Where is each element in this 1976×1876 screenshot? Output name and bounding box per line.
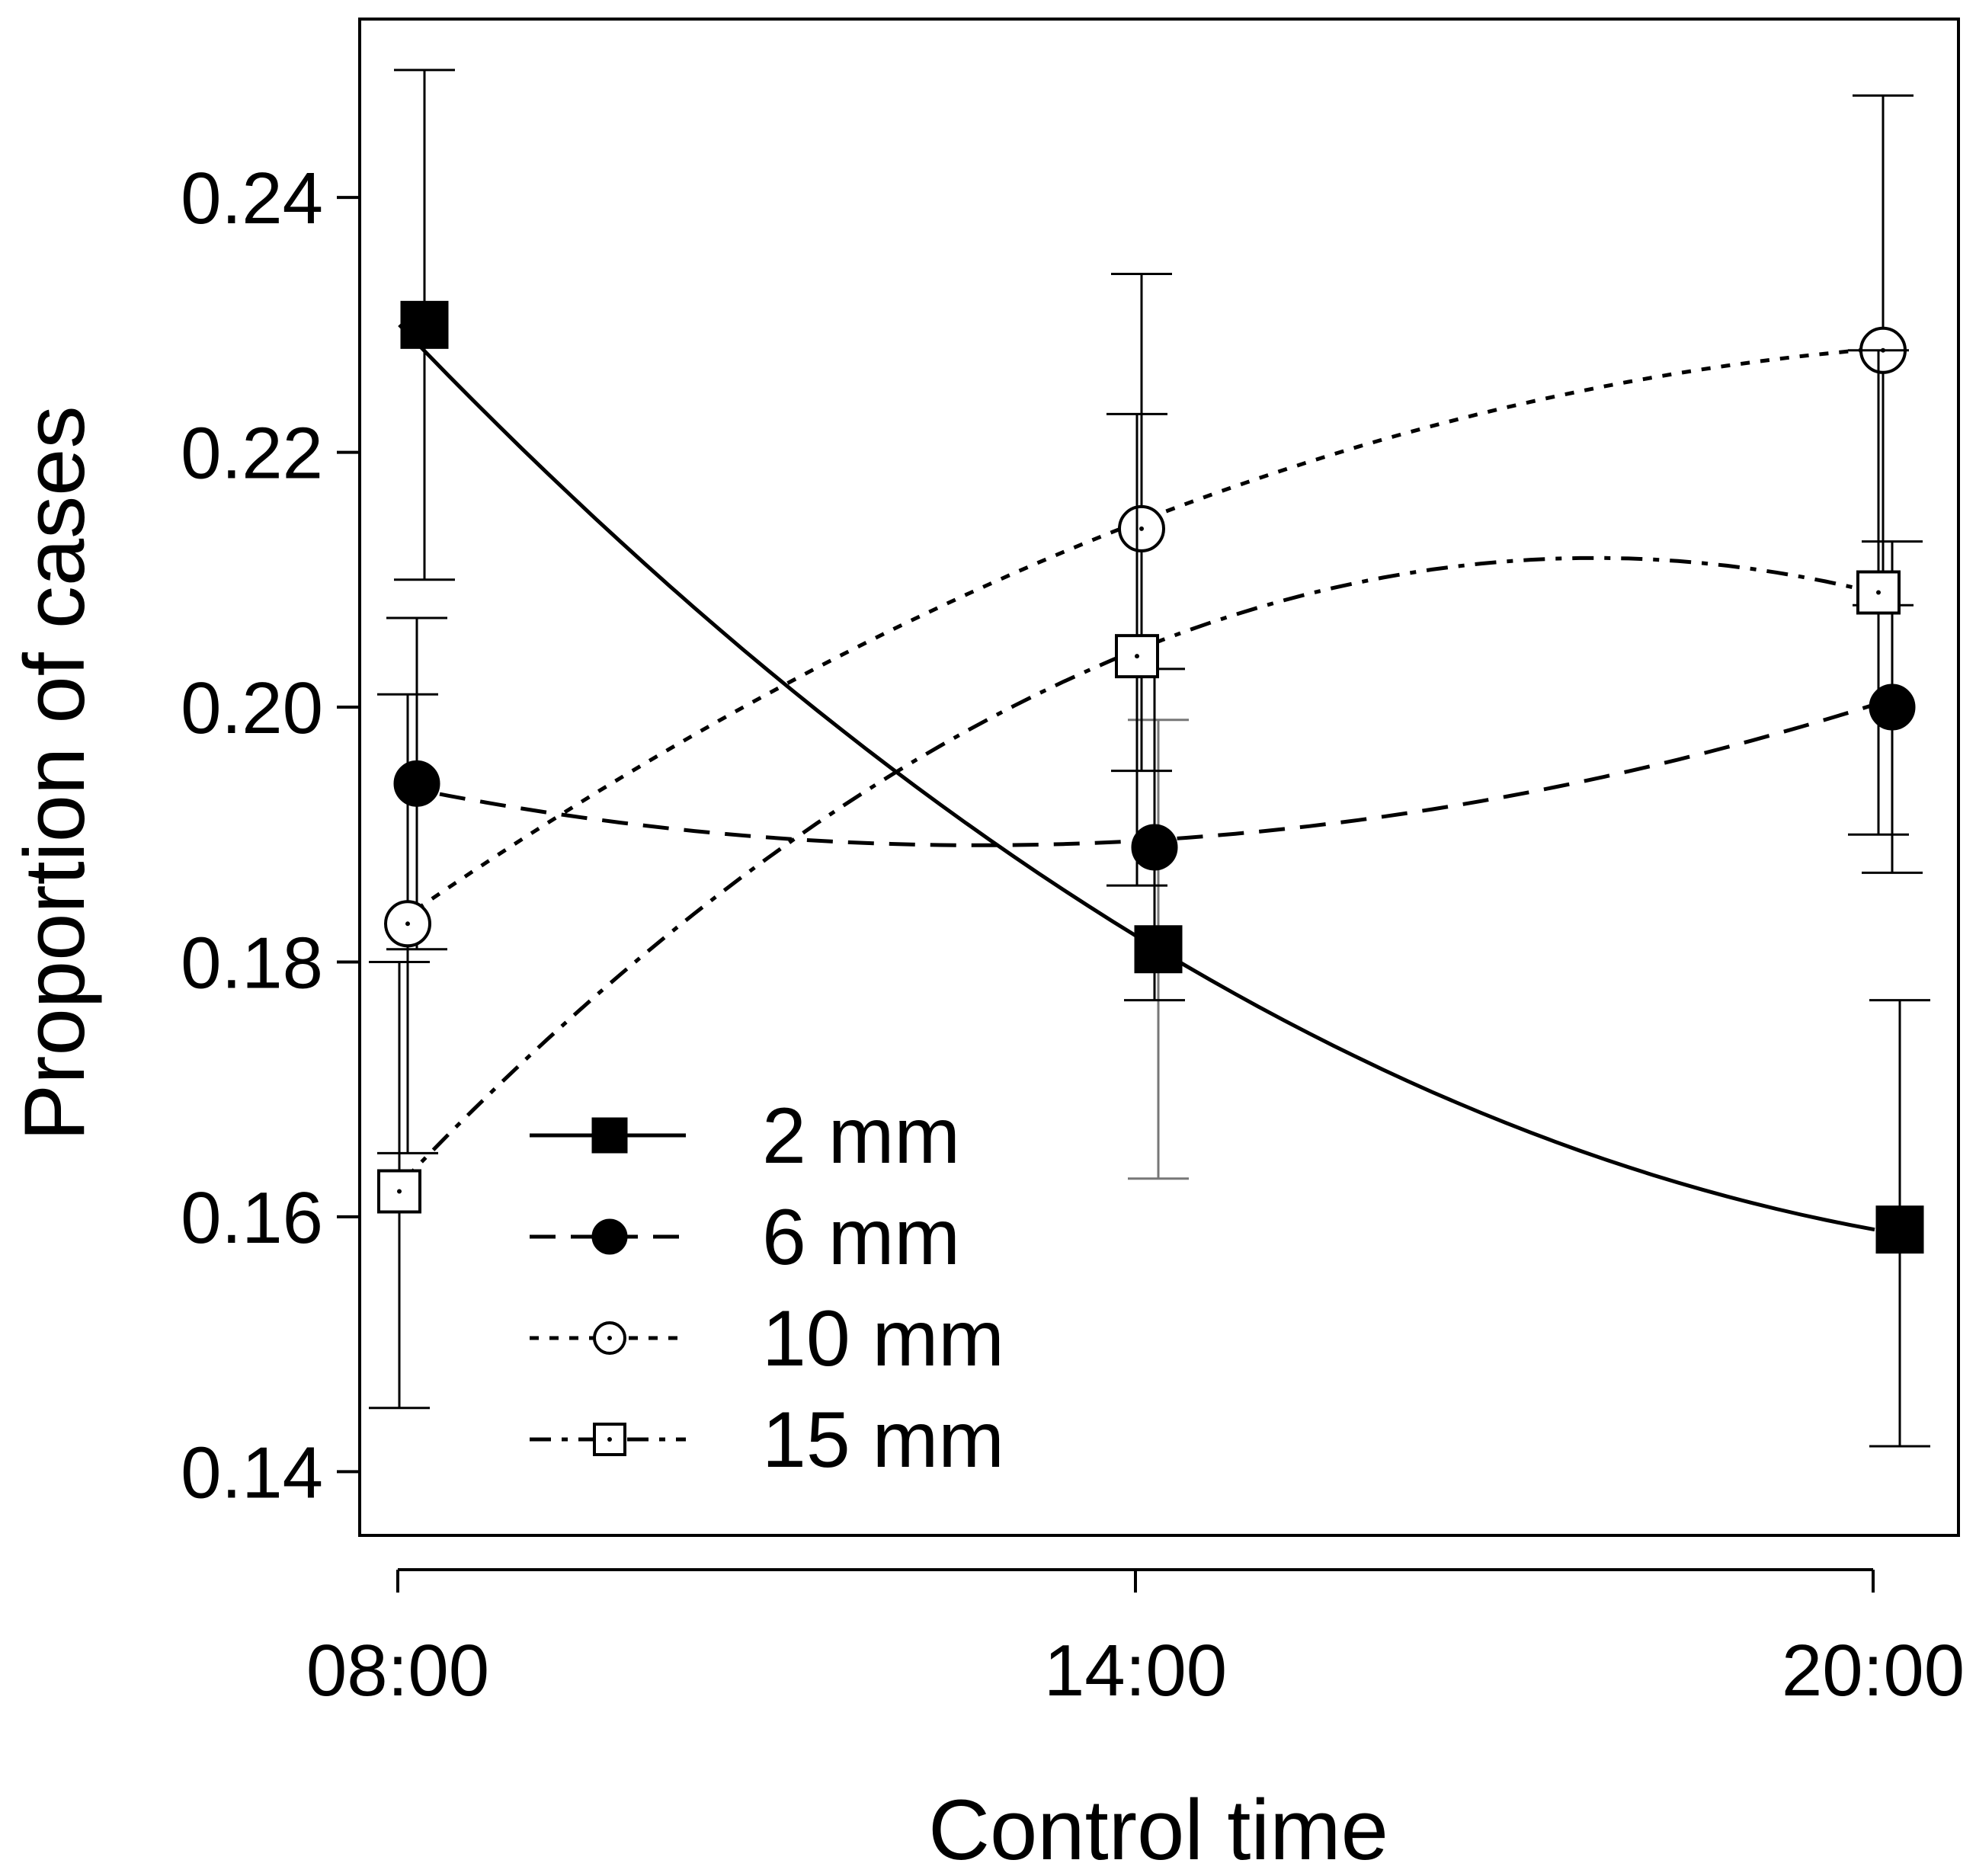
- y-tick-label: 0.24: [181, 158, 323, 239]
- data-point-center: [1135, 654, 1139, 659]
- legend-label: 15 mm: [762, 1396, 1004, 1484]
- plot-frame: [358, 18, 1960, 1537]
- series-line: [398, 555, 1875, 1186]
- legend-label: 6 mm: [762, 1193, 960, 1282]
- x-tick-label: 14:00: [1044, 1630, 1227, 1711]
- legend-marker-center: [607, 1336, 612, 1340]
- data-point: [1134, 925, 1183, 974]
- y-tick-label: 0.16: [181, 1177, 323, 1259]
- series-15-mm: [369, 349, 1909, 1410]
- y-axis-title: Proportion of cases: [7, 406, 102, 1141]
- y-tick-label: 0.18: [181, 922, 323, 1004]
- x-tick-label: 20:00: [1782, 1630, 1965, 1711]
- data-point-center: [1139, 526, 1144, 531]
- x-tick-label: 08:00: [306, 1630, 489, 1711]
- legend-marker: [591, 1117, 628, 1154]
- data-point-center: [1876, 590, 1881, 595]
- y-axis: 0.14 0.16 0.18 0.20 0.22 0.24: [181, 158, 360, 1513]
- legend-label: 2 mm: [762, 1092, 960, 1180]
- data-point: [1131, 824, 1178, 871]
- y-tick-label: 0.20: [181, 667, 323, 749]
- x-axis-title: Control time: [928, 1782, 1388, 1876]
- data-point: [377, 1169, 421, 1214]
- data-point: [393, 760, 440, 807]
- data-point: [1875, 1205, 1924, 1254]
- y-tick-label: 0.14: [181, 1432, 323, 1513]
- data-point: [400, 300, 449, 349]
- legend-marker-center: [607, 1437, 612, 1442]
- series-layer: [369, 69, 1930, 1448]
- legend-label: 10 mm: [762, 1295, 1004, 1383]
- y-tick-label: 0.22: [181, 413, 323, 495]
- legend: 2 mm 6 mm 10 mm 15 mm: [530, 1092, 1004, 1484]
- data-point-center: [397, 1189, 402, 1194]
- x-axis: 08:00 14:00 20:00: [306, 1568, 1965, 1711]
- data-point-center: [405, 921, 410, 927]
- series-2-mm: [394, 69, 1930, 1448]
- data-point: [1869, 683, 1916, 731]
- series-10-mm: [377, 94, 1914, 1154]
- legend-marker: [591, 1218, 628, 1255]
